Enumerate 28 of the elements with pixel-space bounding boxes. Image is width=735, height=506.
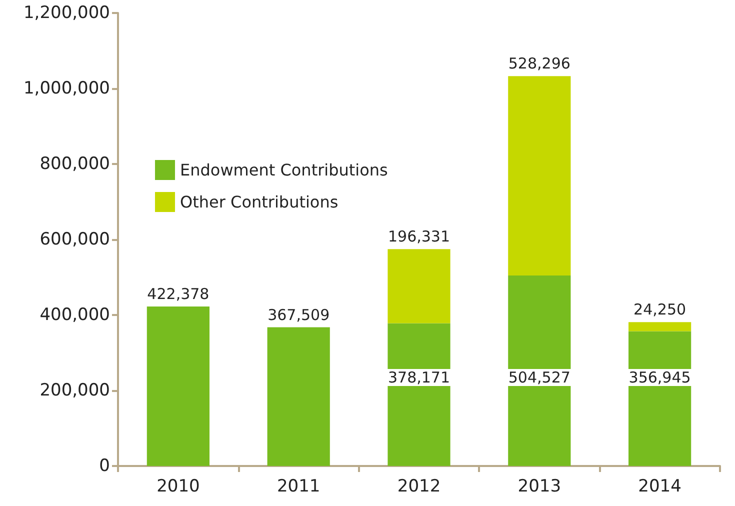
legend-label: Other Contributions (180, 192, 338, 212)
data-label: 378,171 (388, 368, 450, 386)
bar (146, 306, 210, 466)
y-tick-label: 800,000 (40, 154, 110, 174)
x-tick-label: 2013 (518, 476, 562, 496)
data-label: 24,250 (634, 300, 686, 319)
y-tick-label: 400,000 (40, 305, 110, 325)
bar (508, 76, 571, 276)
bar (508, 276, 571, 466)
bar (388, 249, 450, 324)
x-tick-label: 2014 (638, 476, 682, 496)
y-tick-label: 1,000,000 (23, 78, 110, 98)
y-tick-label: 0 (99, 456, 110, 476)
data-label: 504,527 (508, 368, 570, 386)
y-tick-label: 200,000 (40, 380, 110, 400)
y-tick-label: 1,200,000 (23, 3, 110, 23)
x-tick-label: 2012 (397, 476, 441, 496)
x-tick-label: 2011 (276, 476, 320, 496)
bar (267, 327, 330, 466)
data-label: 528,296 (508, 54, 570, 73)
x-tick-label: 2010 (156, 476, 200, 496)
data-label: 356,945 (628, 368, 691, 386)
y-tick-label: 600,000 (40, 230, 110, 250)
data-label: 196,331 (388, 228, 450, 246)
legend-label: Endowment Contributions (180, 160, 388, 180)
data-label: 367,509 (268, 306, 330, 324)
bar (628, 322, 692, 332)
data-label: 422,378 (147, 285, 210, 304)
